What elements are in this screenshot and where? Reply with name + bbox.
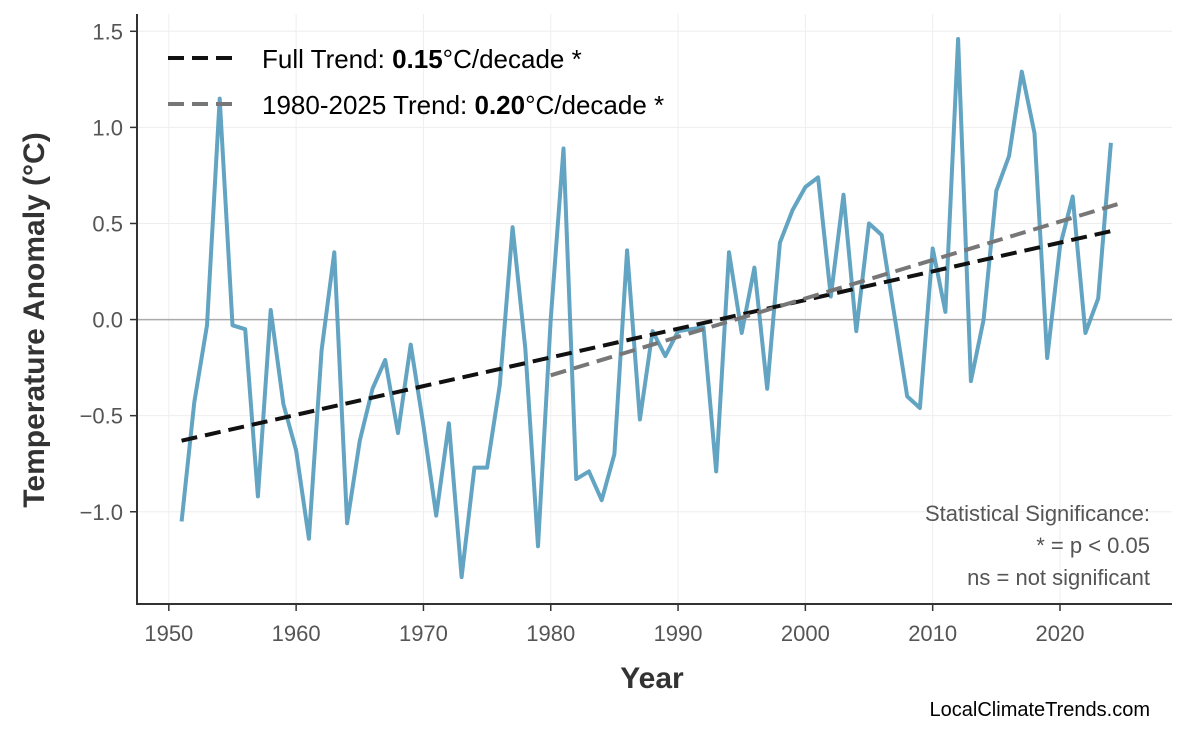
recent-trend-line xyxy=(550,200,1125,378)
legend-unit: °C/decade * xyxy=(443,44,582,74)
legend-trend-value: 0.20 xyxy=(475,90,526,120)
full-trend-line xyxy=(181,229,1112,443)
x-axis-label: Year xyxy=(620,662,684,695)
y-tick-label: 1.5 xyxy=(92,19,123,44)
legend-label: Full Trend: xyxy=(262,44,392,74)
plot-marks xyxy=(137,37,1172,580)
x-tick-label: 2020 xyxy=(1035,621,1084,646)
y-tick-label: 1.0 xyxy=(92,115,123,140)
x-tick-label: 1990 xyxy=(654,621,703,646)
anomaly-series-line xyxy=(179,37,1113,580)
x-tick-label: 1980 xyxy=(526,621,575,646)
legend-label: 1980-2025 Trend: xyxy=(262,90,475,120)
y-tick-label: 0.5 xyxy=(92,211,123,236)
legend: Full Trend: 0.15°C/decade *1980-2025 Tre… xyxy=(168,44,664,120)
axes: 1950 1960 1970 1980 1990 2000 2010 2020 −1.0 −0.5… xyxy=(80,14,1172,646)
significance-title: Statistical Significance: xyxy=(925,501,1150,526)
significance-p-value: * = p < 0.05 xyxy=(1036,533,1150,558)
y-axis-label: Temperature Anomaly (°C) xyxy=(18,132,51,507)
y-tick-label: −1.0 xyxy=(80,500,123,525)
y-tick-label: 0.0 xyxy=(92,308,123,333)
legend-unit: °C/decade * xyxy=(525,90,664,120)
legend-entry: Full Trend: 0.15°C/decade * xyxy=(262,44,582,74)
significance-ns: ns = not significant xyxy=(967,565,1150,590)
x-tick-label: 1950 xyxy=(144,621,193,646)
legend-trend-value: 0.15 xyxy=(392,44,443,74)
x-tick-label: 1960 xyxy=(272,621,321,646)
watermark: LocalClimateTrends.com xyxy=(930,699,1150,721)
x-tick-label: 2010 xyxy=(908,621,957,646)
y-tick-label: −0.5 xyxy=(80,404,123,429)
x-tick-label: 2000 xyxy=(781,621,830,646)
x-tick-label: 1970 xyxy=(399,621,448,646)
legend-entry: 1980-2025 Trend: 0.20°C/decade * xyxy=(262,90,664,120)
